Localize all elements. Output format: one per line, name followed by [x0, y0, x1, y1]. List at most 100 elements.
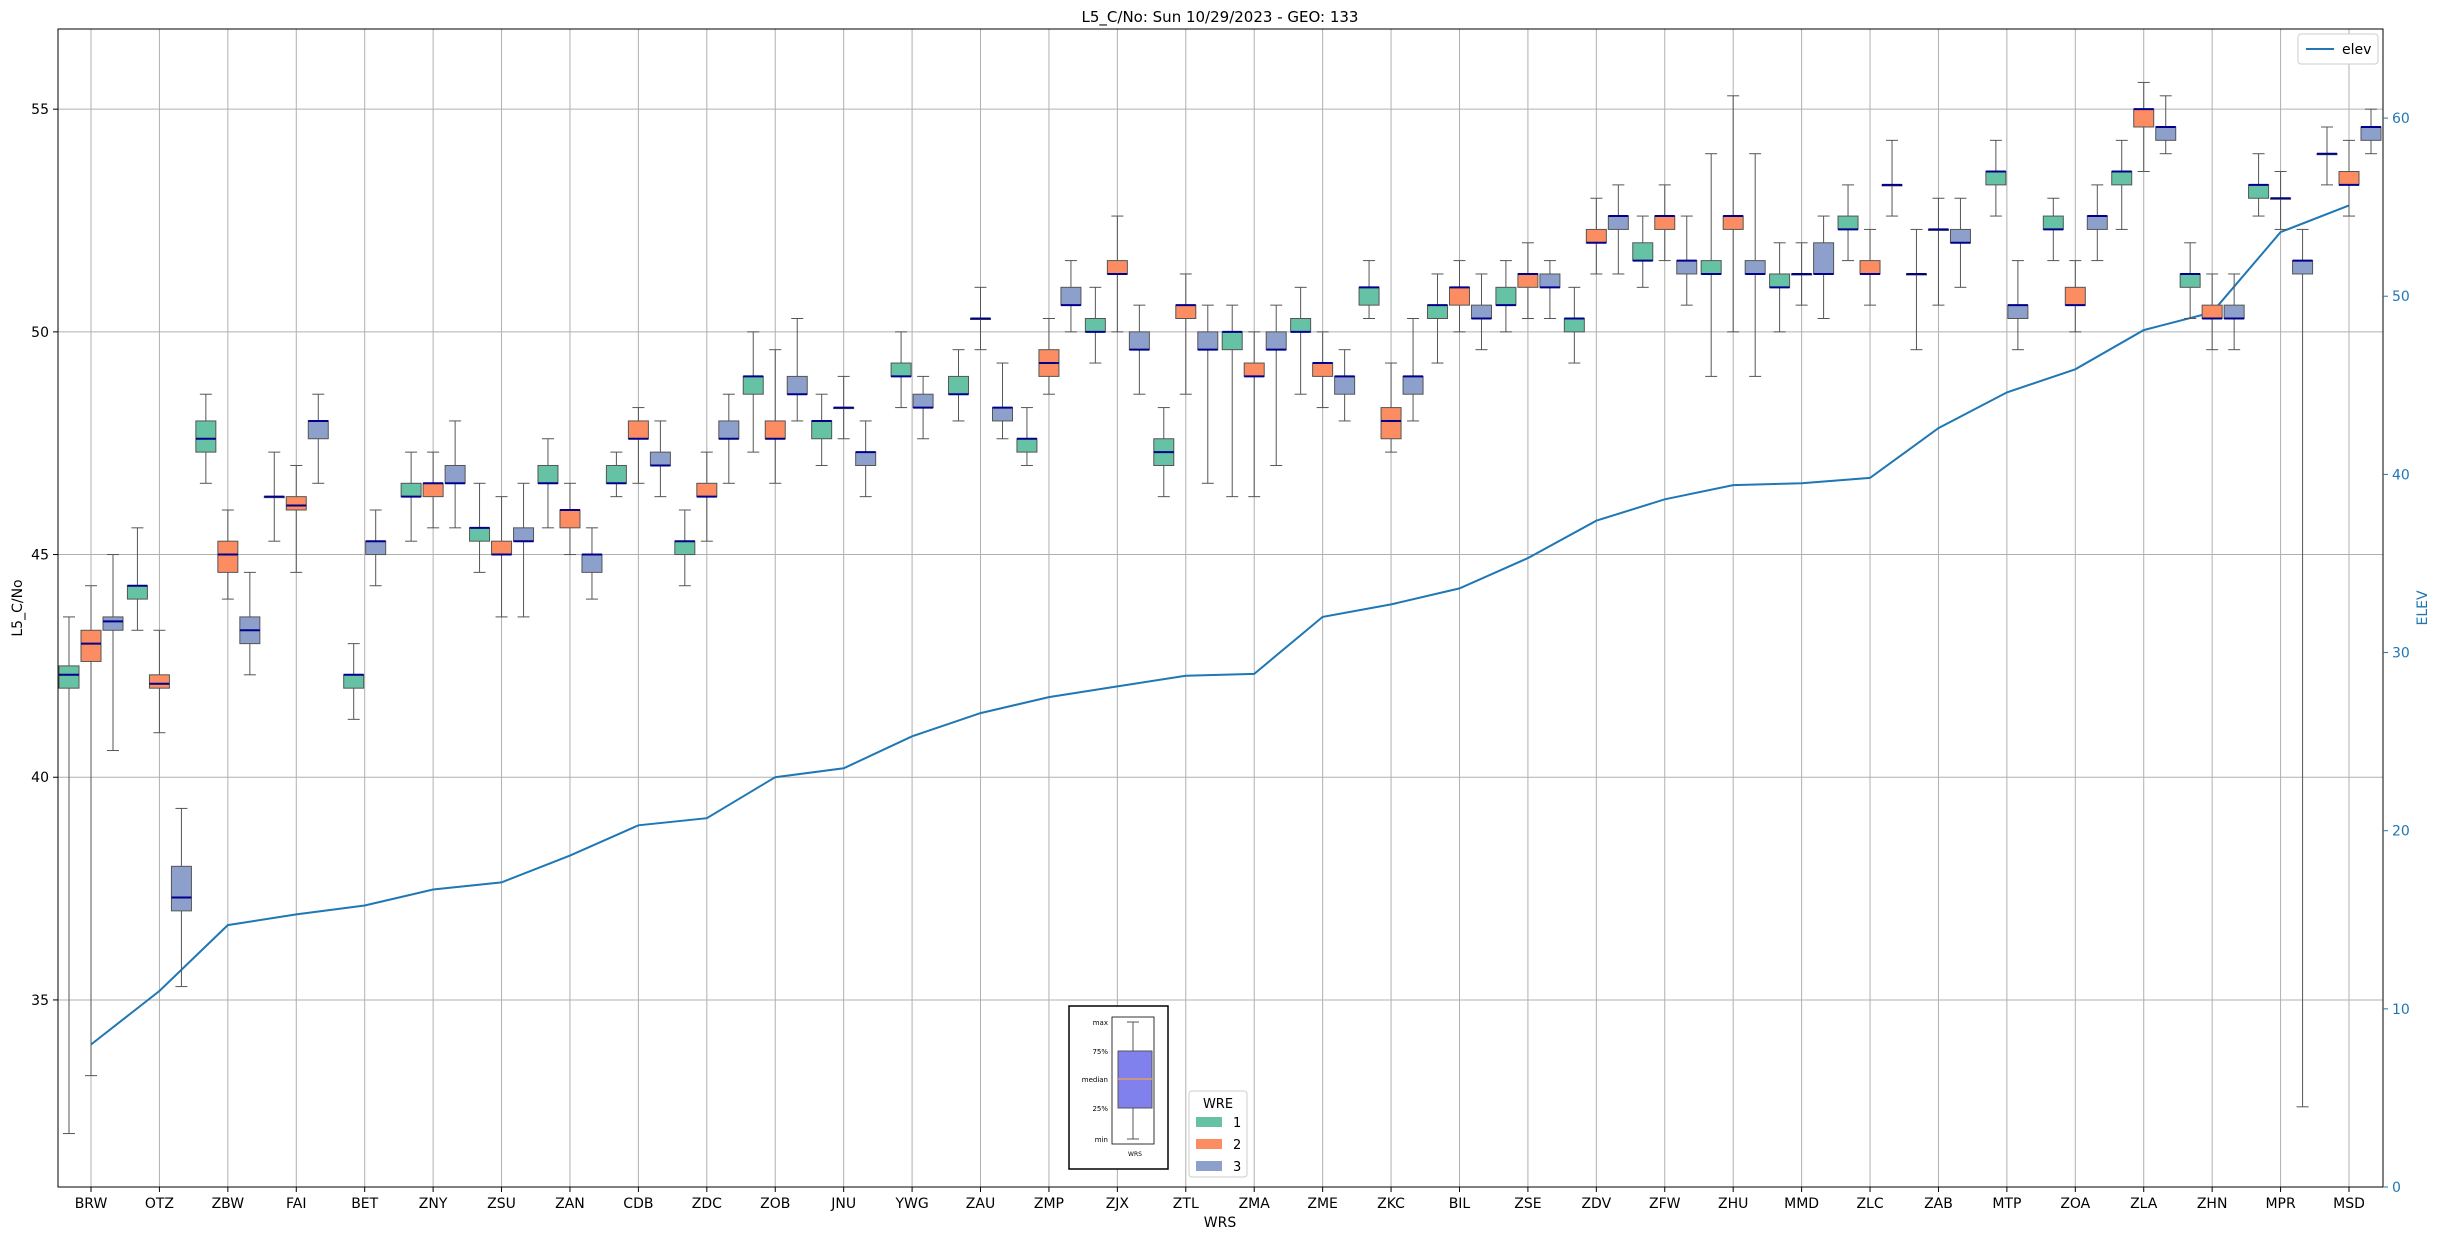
box-body	[102, 616, 124, 631]
box-wre-1	[343, 643, 365, 720]
box-body	[2133, 108, 2155, 128]
box-wre-3	[1128, 304, 1150, 395]
box-body	[2042, 215, 2064, 230]
x-tick-label: MSD	[2333, 1196, 2365, 1212]
key-label-25: 25%	[1092, 1105, 1108, 1113]
x-tick-label: ZSU	[487, 1196, 516, 1212]
y-tick-label: 35	[31, 993, 49, 1009]
box-body	[513, 527, 535, 542]
y2-tick-label: 60	[2392, 111, 2410, 127]
box-body	[148, 674, 170, 689]
wre-legend-title: WRE	[1203, 1097, 1233, 1112]
box-wre-2	[217, 509, 239, 600]
box-body	[1402, 375, 1424, 395]
x-tick-label: ZOA	[2060, 1196, 2090, 1212]
box-body	[992, 407, 1014, 422]
box-wre-2	[285, 464, 307, 573]
wre-legend-label-2: 2	[1233, 1138, 1241, 1153]
box-body	[1722, 215, 1744, 230]
box-wre-3	[1539, 260, 1561, 319]
box-wre-3	[1676, 215, 1698, 306]
box-wre-2	[1448, 260, 1470, 333]
x-tick-label: BRW	[75, 1196, 108, 1212]
x-tick-label: ZHU	[1718, 1196, 1748, 1212]
plot-frame	[57, 28, 2384, 1188]
box-wre-2	[1312, 331, 1334, 409]
box-wre-2	[1585, 197, 1607, 275]
box-wre-1	[742, 331, 764, 453]
box-body	[559, 509, 581, 529]
box-wre-3	[1265, 304, 1287, 466]
y2-tick-label: 40	[2392, 467, 2410, 483]
box-body	[537, 464, 559, 484]
box-body	[80, 629, 102, 662]
box-wre-2	[696, 451, 718, 542]
box-wre-1	[1290, 286, 1312, 395]
box-wre-2	[422, 451, 444, 529]
box-wre-3	[513, 482, 535, 618]
x-tick-label: ZJX	[1106, 1196, 1130, 1212]
x-tick-label: ZOB	[760, 1196, 790, 1212]
box-wre-3	[239, 571, 261, 676]
box-wre-3	[1197, 304, 1219, 484]
x-tick-label: ZLC	[1856, 1196, 1883, 1212]
box-wre-2	[1380, 362, 1402, 453]
y-tick-label: 45	[31, 548, 49, 564]
y-tick-label: 55	[31, 102, 49, 118]
key-label-min: min	[1095, 1136, 1108, 1144]
x-axis: BRW OTZ ZBW FAI BET ZNY ZSU ZAN CDB ZDC ZOB JNU YWG Z…	[75, 1187, 2365, 1212]
box-wre-1	[469, 482, 491, 573]
box-wre-2	[1038, 318, 1060, 395]
box-wre-1	[1563, 286, 1585, 364]
box-wre-2	[1106, 215, 1128, 333]
box-wre-1	[890, 331, 912, 409]
box-wre-1	[2179, 242, 2201, 319]
box-wre-3	[1813, 215, 1835, 319]
y2-tick-label: 10	[2392, 1002, 2410, 1018]
box-wre-2	[1517, 242, 1539, 319]
box-body	[2111, 171, 2133, 186]
box-body	[786, 375, 808, 395]
x-tick-label: ZLA	[2130, 1196, 2158, 1212]
box-plot-series	[58, 81, 2382, 1135]
box-body	[444, 464, 466, 484]
wre-legend-swatch-2	[1196, 1139, 1222, 1149]
box-wre-2	[2133, 81, 2155, 173]
box-wre-3	[992, 362, 1014, 440]
box-wre-3	[2155, 95, 2177, 155]
box-wre-1	[2248, 153, 2270, 217]
box-body	[1448, 286, 1470, 306]
box-body	[170, 865, 192, 912]
y2-axis: 0 10 20 30 40 50 60	[2383, 111, 2410, 1196]
x-tick-label: BIL	[1449, 1196, 1471, 1212]
gridlines	[58, 29, 2383, 1187]
key-label-max: max	[1093, 1019, 1108, 1027]
box-wre-1	[674, 509, 696, 587]
box-body	[1016, 438, 1038, 453]
box-wre-2	[627, 407, 649, 484]
box-body	[1539, 273, 1561, 288]
box-wre-1	[400, 451, 422, 542]
box-key-inset: max 75% median 25% min WRS	[1068, 1005, 1169, 1170]
box-body	[126, 585, 148, 600]
x-tick-label: OTZ	[145, 1196, 174, 1212]
box-wre-3	[444, 420, 466, 529]
box-body	[1426, 304, 1448, 319]
box-body	[2223, 304, 2245, 319]
box-body	[1654, 215, 1676, 230]
box-body	[1128, 331, 1150, 351]
box-wre-3	[855, 420, 877, 498]
box-wre-3	[1060, 260, 1082, 333]
box-wre-1	[1769, 242, 1791, 333]
y-tick-label: 50	[31, 325, 49, 341]
box-body	[1700, 260, 1722, 275]
y-axis: 35 40 45 50 55	[31, 102, 58, 1009]
box-wre-1	[1700, 153, 1722, 377]
box-wre-2	[1859, 228, 1881, 306]
key-label-75: 75%	[1092, 1048, 1108, 1056]
box-wre-3	[2223, 273, 2245, 351]
box-body	[1813, 242, 1835, 275]
box-body	[343, 674, 365, 689]
box-wre-1	[1837, 184, 1859, 262]
box-body	[890, 362, 912, 377]
